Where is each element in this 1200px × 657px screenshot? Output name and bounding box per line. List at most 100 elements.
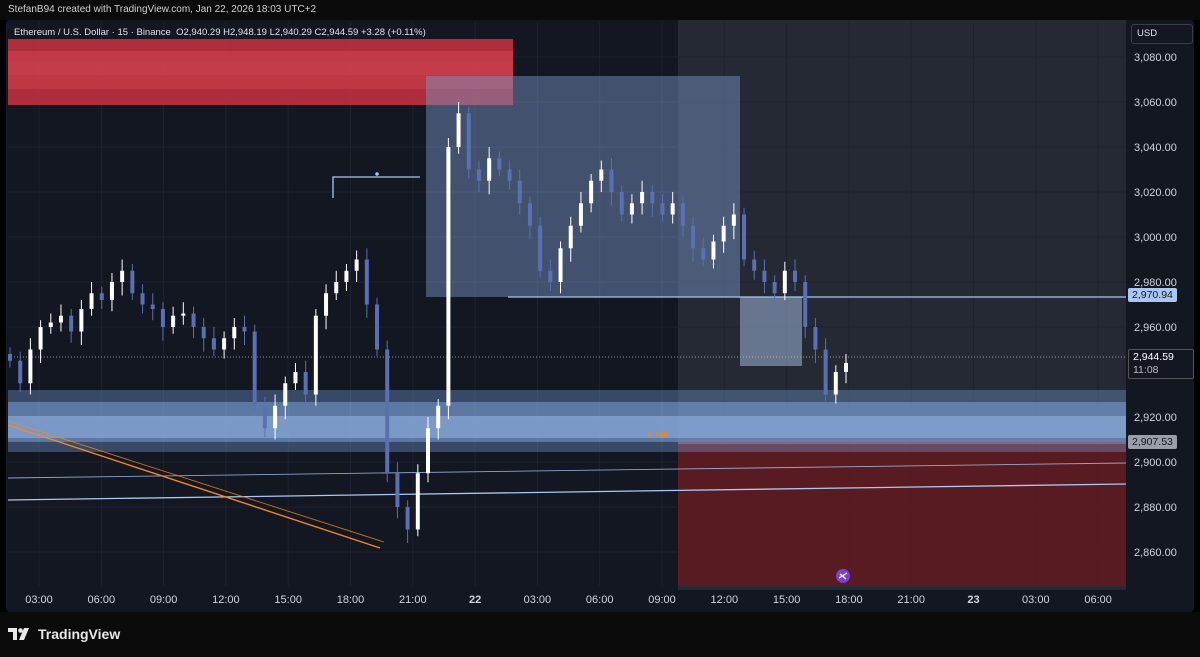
price-chart[interactable]: 0.786 3,080.003,060.003,040.003,020.003,…	[0, 0, 1200, 612]
swing-high-marker[interactable]	[332, 176, 420, 198]
price-tick-label: 2,860.00	[1134, 547, 1177, 559]
range-box[interactable]	[426, 76, 740, 297]
candle-body	[752, 259, 757, 271]
tradingview-brand: TradingView	[38, 626, 121, 642]
supply-zone[interactable]	[8, 39, 513, 105]
level-badge-upper: 2,970.94	[1128, 288, 1177, 302]
symbol-legend[interactable]: Ethereum / U.S. Dollar · 15 · Binance O2…	[14, 27, 426, 38]
range-box-lower[interactable]	[740, 297, 802, 366]
price-tick-label: 2,920.00	[1134, 412, 1177, 424]
candle-body	[476, 169, 481, 181]
price-tick-label: 2,880.00	[1134, 502, 1177, 514]
candle-body	[109, 282, 114, 300]
candle-body	[660, 203, 665, 215]
price-tick-label: 3,020.00	[1134, 187, 1177, 199]
time-axis[interactable]: 03:00 06:00 09:00 12:00 15:00 18:00 21:00 22 03:…	[25, 594, 1112, 606]
orange-trendline-1[interactable]	[7, 424, 381, 549]
candle-body	[619, 192, 624, 215]
candle-body	[395, 473, 400, 507]
candle-body	[364, 259, 369, 305]
swing-high-dot	[375, 172, 379, 176]
candle-body	[242, 327, 247, 332]
time-tick-label: 09:00	[648, 594, 676, 606]
time-tick-label: 03:00	[1022, 594, 1050, 606]
candle-body	[497, 158, 502, 170]
candle-body	[487, 158, 492, 181]
time-tick-label: 21:00	[399, 594, 427, 606]
time-tick-label: 06:00	[586, 594, 614, 606]
candle-body	[609, 169, 614, 192]
price-tick-label: 2,960.00	[1134, 322, 1177, 334]
candle-body	[833, 372, 838, 395]
candle-body	[456, 113, 461, 147]
candle-body	[742, 214, 747, 260]
candle-body	[354, 259, 359, 271]
candle-body	[558, 248, 563, 282]
candle-body	[436, 405, 441, 429]
currency-button[interactable]: USD	[1131, 24, 1193, 44]
trendline-lower-1[interactable]	[7, 483, 1127, 501]
candle-body	[313, 315, 318, 395]
candle-body	[405, 507, 410, 530]
time-tick-label: 06:00	[88, 594, 116, 606]
candle-body	[120, 270, 125, 282]
candle-body	[191, 313, 196, 327]
candle-body	[293, 372, 298, 384]
time-tick-label: 18:00	[835, 594, 863, 606]
symbol-name[interactable]: Ethereum / U.S. Dollar · 15 · Binance	[14, 27, 171, 38]
candle-body	[538, 225, 543, 271]
candle-body	[793, 270, 798, 282]
current-price-badge: 2,944.59 11:08	[1128, 349, 1194, 379]
candle-body	[721, 225, 726, 242]
candle-body	[578, 203, 583, 226]
bar-countdown: 11:08	[1133, 364, 1159, 376]
time-tick-label: 03:00	[524, 594, 552, 606]
candle-body	[670, 203, 675, 215]
candle-body	[375, 304, 380, 350]
candle-body	[181, 313, 186, 316]
candle-body	[130, 270, 135, 294]
sell-zone[interactable]	[678, 443, 1126, 586]
candle-body	[252, 331, 257, 406]
time-tick-label: 12:00	[711, 594, 739, 606]
time-tick-label: 22	[469, 594, 481, 606]
candle-body	[69, 315, 74, 332]
candle-body	[517, 180, 522, 204]
event-icon[interactable]	[836, 569, 850, 583]
candle-body	[171, 315, 176, 327]
candle-body	[640, 192, 645, 204]
time-tick-label: 12:00	[212, 594, 240, 606]
time-tick-label: 18:00	[337, 594, 365, 606]
candle-body	[527, 203, 532, 226]
candle-body	[334, 282, 339, 294]
demand-zone[interactable]	[8, 390, 1126, 452]
trendline-lower-2[interactable]	[7, 462, 1127, 479]
candle-body	[711, 241, 716, 260]
candle-body	[844, 363, 848, 372]
time-tick-label: 23	[967, 594, 979, 606]
candle-body	[140, 293, 145, 305]
candle-body	[58, 315, 63, 323]
price-axis[interactable]: 3,080.00 3,060.00 3,040.00 3,020.00 3,000.00…	[1134, 52, 1177, 559]
candle-body	[772, 282, 777, 294]
candle-body	[680, 203, 685, 226]
candle-body	[8, 354, 12, 361]
candle-body	[273, 405, 278, 429]
candle-body	[48, 322, 53, 327]
price-tick-label: 2,900.00	[1134, 457, 1177, 469]
candle-body	[28, 349, 33, 384]
candle-body	[160, 309, 165, 327]
tradingview-logo[interactable]: TradingView	[8, 626, 120, 642]
candle-body	[466, 113, 471, 170]
current-price-value: 2,944.59	[1133, 351, 1174, 363]
candle-body	[18, 360, 23, 384]
price-tick-label: 3,080.00	[1134, 52, 1177, 64]
candle-body	[38, 327, 43, 350]
candle-body	[232, 327, 237, 339]
time-tick-label: 06:00	[1084, 594, 1112, 606]
fib-label: 0.786	[648, 431, 669, 440]
time-tick-label: 21:00	[897, 594, 925, 606]
candle-body	[507, 169, 512, 181]
orange-trendline-2[interactable]	[7, 420, 385, 543]
time-tick-label: 15:00	[773, 594, 801, 606]
